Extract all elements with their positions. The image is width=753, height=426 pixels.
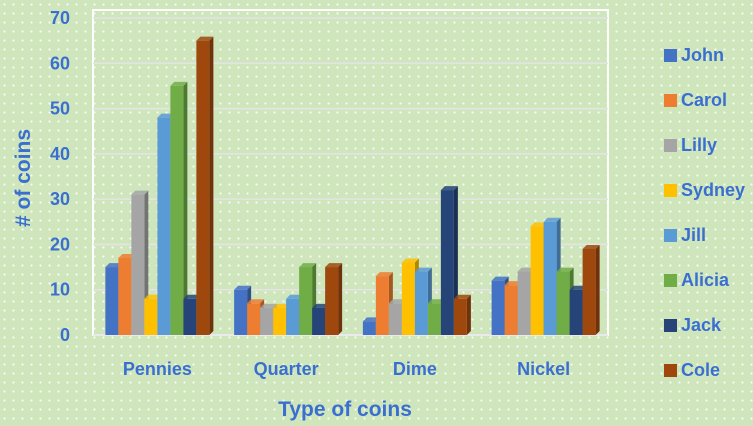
legend-item-lilly: Lilly	[664, 135, 717, 155]
bar-cole-quarter	[325, 263, 343, 335]
legend-swatch	[664, 49, 677, 62]
legend-swatch	[664, 94, 677, 107]
bar-cole-nickel	[582, 244, 600, 335]
legend-item-alicia: Alicia	[664, 270, 730, 290]
y-tick-label: 70	[50, 8, 70, 28]
legend-label: Jill	[681, 225, 706, 245]
bar-cole-pennies	[196, 36, 214, 336]
legend-label: Carol	[681, 90, 727, 110]
legend-item-john: John	[664, 45, 724, 65]
legend-swatch	[664, 184, 677, 197]
legend-item-carol: Carol	[664, 90, 727, 110]
y-tick-label: 40	[50, 144, 70, 164]
y-tick-label: 20	[50, 234, 70, 254]
legend-item-sydney: Sydney	[664, 180, 745, 200]
legend-label: Alicia	[681, 270, 730, 290]
bar-alicia-quarter	[299, 263, 317, 335]
legend-swatch	[664, 139, 677, 152]
legend-label: John	[681, 45, 724, 65]
legend-label: Sydney	[681, 180, 745, 200]
legend-label: Lilly	[681, 135, 717, 155]
x-category-labels: Pennies Quarter Dime Nickel	[123, 359, 570, 379]
x-category-label: Nickel	[517, 359, 570, 379]
legend: John Carol Lilly Sydney Jill Alicia Jack Cole	[664, 45, 745, 380]
legend-item-jack: Jack	[664, 315, 722, 335]
x-axis-title: Type of coins	[278, 398, 412, 421]
legend-swatch	[664, 364, 677, 377]
legend-swatch	[664, 274, 677, 287]
legend-swatch	[664, 319, 677, 332]
legend-label: Cole	[681, 360, 720, 380]
legend-item-jill: Jill	[664, 225, 706, 245]
x-category-label: Dime	[393, 359, 437, 379]
y-tick-label: 0	[60, 325, 70, 345]
bars	[105, 36, 600, 336]
legend-item-cole: Cole	[664, 360, 720, 380]
y-tick-label: 60	[50, 53, 70, 73]
x-category-label: Pennies	[123, 359, 192, 379]
bar-alicia-pennies	[170, 81, 188, 335]
legend-swatch	[664, 229, 677, 242]
bar-jack-dime	[440, 186, 458, 335]
x-category-label: Quarter	[254, 359, 319, 379]
bar-cole-dime	[453, 294, 471, 335]
y-axis-title: # of coins	[12, 129, 35, 227]
y-tick-label: 50	[50, 99, 70, 119]
y-tick-label: 30	[50, 189, 70, 209]
legend-label: Jack	[681, 315, 722, 335]
y-tick-label: 10	[50, 280, 70, 300]
y-tick-labels: 0 10 20 30 40 50 60 70	[50, 8, 70, 345]
